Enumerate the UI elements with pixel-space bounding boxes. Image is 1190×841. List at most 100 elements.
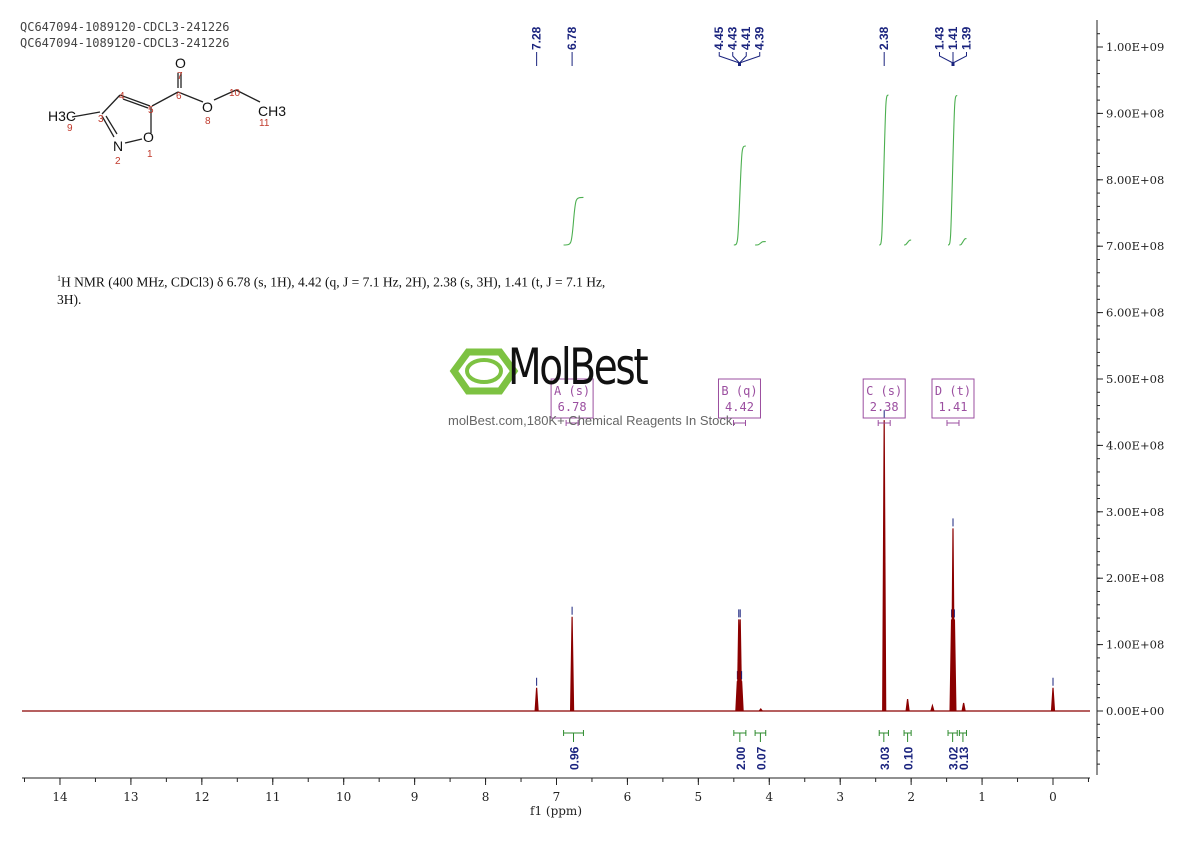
x-tick-label: 5 — [695, 790, 703, 804]
integral-bracket — [878, 730, 889, 742]
integral-bracket — [947, 730, 958, 742]
integral-bracket — [903, 730, 912, 742]
atom-number: 4 — [119, 91, 125, 102]
y-tick-label: 2.00E+08 — [1106, 571, 1164, 585]
atom-number: 5 — [148, 105, 154, 116]
spectrum-peak — [739, 681, 744, 712]
y-tick-label: 7.00E+08 — [1106, 239, 1164, 253]
atom-o-ester: O — [202, 99, 213, 115]
y-tick-label: 5.00E+08 — [1106, 372, 1164, 386]
x-tick-label: 9 — [411, 790, 419, 804]
watermark-brand: MolBest — [508, 338, 649, 396]
integral-curve — [959, 238, 967, 246]
integral-curve — [755, 240, 766, 246]
peak-label: 1.41 — [946, 26, 960, 50]
atom-number: 7 — [177, 71, 183, 82]
spectrum-peak — [905, 698, 910, 712]
spectrum-peak — [758, 708, 763, 712]
x-tick-label: 11 — [265, 790, 280, 804]
nmr-description-text: H NMR (400 MHz, CDCl3) δ 6.78 (s, 1H), 4… — [57, 274, 606, 307]
multiplet-label: A (s) — [554, 384, 590, 398]
x-tick-label: 3 — [836, 790, 844, 804]
peak-label: 4.45 — [712, 26, 726, 50]
atom-methyl-right: CH3 — [258, 103, 286, 119]
integral-value: 3.03 — [878, 746, 892, 770]
integral-value: 2.00 — [734, 746, 748, 770]
atom-number: 6 — [176, 91, 182, 102]
x-tick-label: 12 — [194, 790, 209, 804]
atom-methyl-left: H3C — [48, 108, 76, 124]
spectrum-peak — [534, 687, 539, 712]
atom-number: 2 — [115, 156, 121, 167]
integral-curve — [947, 94, 958, 246]
peak-label: 1.43 — [932, 26, 946, 50]
sample-id-line-2: QC647094-1089120-CDCL3-241226 — [20, 36, 230, 50]
nmr-description: 1H NMR (400 MHz, CDCl3) δ 6.78 (s, 1H), … — [57, 270, 617, 308]
peak-label-connector — [739, 52, 747, 64]
integral-curve — [733, 145, 746, 246]
y-tick-label: 0.00E+00 — [1106, 704, 1164, 718]
x-tick-label: 13 — [123, 790, 138, 804]
multiplet-label: C (s) — [866, 384, 902, 398]
peak-label: 4.39 — [753, 26, 767, 50]
peak-label: 6.78 — [565, 26, 579, 50]
peak-label: 4.43 — [726, 26, 740, 50]
integral-value: 0.07 — [754, 746, 768, 770]
isotope-superscript: 1 — [57, 274, 61, 283]
sample-id-line-1: QC647094-1089120-CDCL3-241226 — [20, 20, 230, 34]
multiplet-shift: 4.42 — [725, 400, 754, 414]
multiplet-box — [550, 378, 594, 419]
x-tick-label: 7 — [553, 790, 561, 804]
peak-label-connector — [938, 52, 954, 64]
peak-label-connector — [739, 52, 761, 64]
multiplet-shift: 2.38 — [870, 400, 899, 414]
multiplet-box — [862, 378, 906, 419]
atom-n: N — [113, 138, 123, 154]
peak-label-connector — [952, 52, 967, 64]
x-tick-label: 10 — [336, 790, 351, 804]
peak-label-connector — [718, 52, 740, 64]
spectrum-peak — [1050, 687, 1056, 712]
x-tick-label: 4 — [765, 790, 773, 804]
integral-bracket — [563, 730, 584, 742]
atom-number: 10 — [229, 88, 241, 99]
x-tick-label: 14 — [52, 790, 68, 804]
integral-curve — [563, 196, 584, 246]
y-tick-label: 4.00E+08 — [1106, 438, 1164, 452]
y-tick-label: 6.00E+08 — [1106, 306, 1164, 320]
multiplet-range — [946, 420, 960, 426]
y-tick-label: 1.00E+08 — [1106, 638, 1164, 652]
x-tick-label: 6 — [624, 790, 632, 804]
integral-bracket — [733, 730, 747, 742]
y-tick-label: 9.00E+08 — [1106, 106, 1164, 120]
molecule-bonds — [71, 73, 261, 144]
spectrum-peak — [930, 703, 935, 712]
atom-number: 11 — [259, 118, 270, 129]
multiplet-box — [717, 378, 761, 419]
spectrum-peak — [952, 619, 957, 712]
multiplet-box — [931, 378, 975, 419]
atom-number: 1 — [147, 149, 153, 160]
atom-o-carbonyl: O — [175, 55, 186, 71]
y-tick-label: 3.00E+08 — [1106, 505, 1164, 519]
hexagon-logo-icon — [449, 348, 519, 395]
atom-o-ring: O — [143, 129, 154, 145]
peak-label: 4.41 — [739, 26, 753, 50]
peak-label: 2.38 — [877, 26, 891, 50]
y-tick-label: 1.00E+09 — [1106, 40, 1164, 54]
atom-number: 8 — [205, 116, 211, 127]
multiplet-range — [877, 420, 891, 426]
integral-curve — [904, 239, 912, 246]
atom-number: 9 — [67, 123, 73, 134]
integral-value: 0.10 — [902, 746, 916, 770]
atom-number: 3 — [98, 114, 104, 125]
multiplet-range — [732, 420, 746, 426]
multiplet-range — [565, 420, 579, 426]
x-tick-label: 8 — [482, 790, 490, 804]
integral-bracket — [958, 730, 967, 742]
watermark-tagline: molBest.com,180K+ Chemical Reagents In S… — [448, 413, 736, 428]
hexagon-logo-inner-icon — [465, 358, 503, 384]
multiplet-shift: 6.78 — [558, 400, 587, 414]
x-tick-label: 1 — [978, 790, 986, 804]
